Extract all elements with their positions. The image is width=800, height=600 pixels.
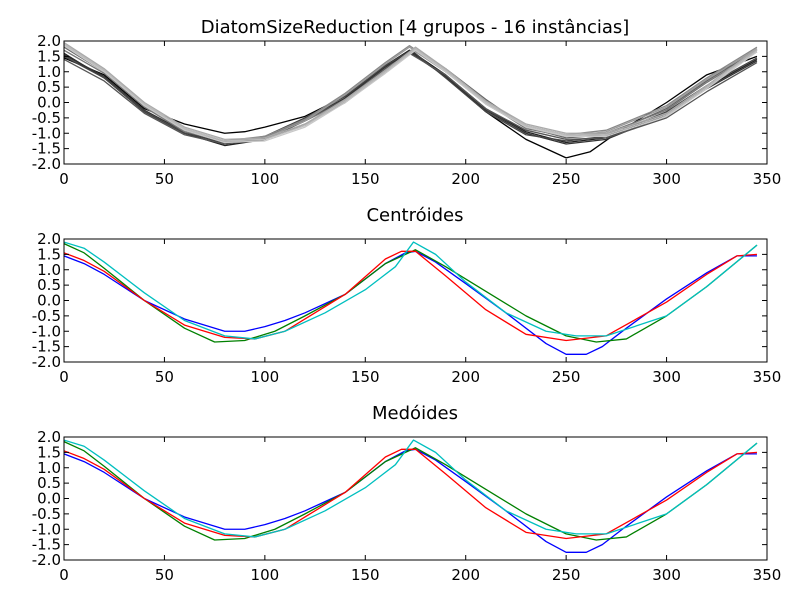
y-tick-label: 0.0: [37, 490, 61, 508]
y-tick-label: -2.0: [32, 353, 61, 371]
y-tick-label: 2.0: [37, 32, 61, 50]
y-tick-label: 1.5: [37, 245, 61, 263]
series-line-4: [64, 49, 758, 144]
y-tick-label: -0.5: [32, 505, 61, 523]
x-tick-label: 150: [351, 566, 380, 584]
y-tick-label: 1.0: [37, 63, 61, 81]
x-tick-label: 300: [652, 368, 681, 386]
series-line-2: [64, 243, 758, 343]
x-tick-label: 50: [155, 566, 174, 584]
series-layer: [64, 241, 758, 355]
chart-panel-original: DiatomSizeReduction [4 grupos - 16 instâ…: [32, 17, 782, 188]
x-tick-label: 100: [251, 170, 280, 188]
y-tick-label: 1.0: [37, 459, 61, 477]
series-line-12: [64, 45, 758, 144]
y-tick-label: 0.5: [37, 276, 61, 294]
y-tick-label: 1.0: [37, 261, 61, 279]
x-tick-label: 50: [155, 170, 174, 188]
y-tick-label: 1.5: [37, 443, 61, 461]
x-tick-label: 150: [351, 368, 380, 386]
axis-ticks: 0 50 100 150 200 250 300 350 2.01.51.00.50.0-0.5…: [32, 32, 782, 188]
series-line-11: [64, 43, 758, 142]
series-layer: [64, 41, 758, 159]
x-tick-label: 250: [552, 566, 581, 584]
x-tick-label: 350: [753, 368, 782, 386]
y-tick-label: 2.0: [37, 428, 61, 446]
y-tick-label: -1.5: [32, 338, 61, 356]
chart-panel-medoids: Medóides 0 50 100 150 200 250 300 3502.01.51.00…: [32, 403, 782, 584]
x-tick-label: 300: [652, 566, 681, 584]
series-line-3: [64, 448, 758, 540]
y-tick-label: 1.5: [37, 47, 61, 65]
x-tick-label: 200: [451, 566, 480, 584]
x-tick-label: 300: [652, 170, 681, 188]
chart-panel-centroids: Centróides 0 50 100 150 200 250 300 350 2.01.51.…: [32, 205, 782, 386]
x-tick-label: 0: [59, 170, 69, 188]
y-tick-label: -1.0: [32, 124, 61, 142]
y-tick-label: -1.5: [32, 140, 61, 158]
x-tick-label: 250: [552, 170, 581, 188]
y-tick-label: -0.5: [32, 307, 61, 325]
x-tick-label: 200: [451, 368, 480, 386]
y-tick-label: -1.5: [32, 536, 61, 554]
x-tick-label: 0: [59, 566, 69, 584]
series-layer: [64, 439, 758, 553]
series-line-3: [64, 250, 758, 342]
series-line-4: [64, 241, 758, 340]
x-tick-label: 250: [552, 368, 581, 386]
x-tick-label: 50: [155, 368, 174, 386]
y-tick-label: -2.0: [32, 155, 61, 173]
x-tick-label: 100: [251, 566, 280, 584]
axis-ticks: 0 50 100 150 200 250 300 350 2.01.51.00.50.0-0.5…: [32, 230, 782, 386]
y-tick-label: -2.0: [32, 551, 61, 569]
x-tick-label: 0: [59, 368, 69, 386]
y-tick-label: 0.0: [37, 292, 61, 310]
y-tick-label: -0.5: [32, 109, 61, 127]
x-tick-label: 350: [753, 170, 782, 188]
series-line-4: [64, 439, 758, 538]
y-tick-label: -1.0: [32, 322, 61, 340]
axis-ticks: 0 50 100 150 200 250 300 350 2.01.51.00.50.0-0.5…: [32, 428, 782, 584]
y-tick-label: 0.5: [37, 474, 61, 492]
chart-title: Centróides: [366, 205, 463, 226]
x-tick-label: 200: [451, 170, 480, 188]
chart-title: Medóides: [372, 403, 458, 424]
y-tick-label: 2.0: [37, 230, 61, 248]
chart-title: DiatomSizeReduction [4 grupos - 16 instâ…: [201, 17, 630, 38]
series-line-10: [64, 41, 758, 141]
x-tick-label: 150: [351, 170, 380, 188]
x-tick-label: 350: [753, 566, 782, 584]
y-tick-label: 0.5: [37, 78, 61, 96]
y-tick-label: 0.0: [37, 94, 61, 112]
series-line-2: [64, 441, 758, 541]
x-tick-label: 100: [251, 368, 280, 386]
y-tick-label: -1.0: [32, 520, 61, 538]
